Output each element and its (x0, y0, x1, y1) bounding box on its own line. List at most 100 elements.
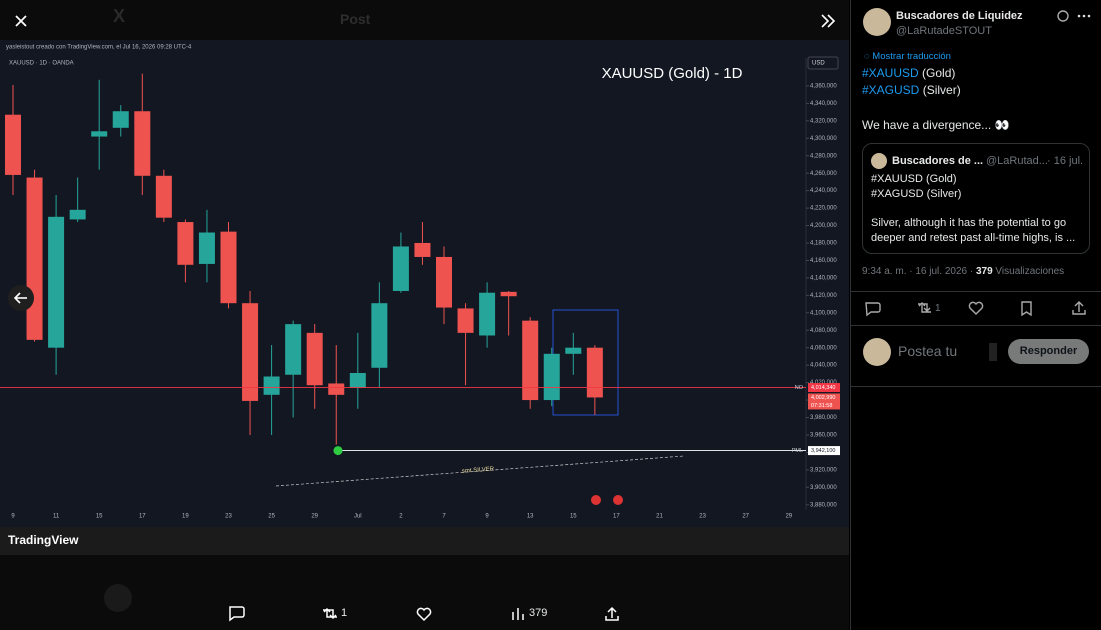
quote-author: Buscadores de ... (892, 155, 984, 167)
post-title: Post (340, 11, 371, 27)
quote-avatar (871, 153, 887, 169)
candle-body (479, 292, 496, 336)
y-tick-label: 4,100,000 (810, 310, 837, 316)
translate-link[interactable]: ◌ Mostrar traducción (864, 51, 951, 62)
repost-icon[interactable] (918, 302, 931, 313)
x-tick-label: 15 (96, 514, 103, 520)
y-tick-label: 4,040,000 (810, 363, 837, 369)
grok-icon[interactable] (1057, 10, 1069, 22)
y-tick-label: 4,280,000 (810, 153, 837, 159)
tradingview-logo: TradingView (8, 533, 79, 547)
quote-body: Silver, although it has the potential to… (871, 217, 1076, 244)
candle-body (543, 353, 560, 401)
candle-body (242, 303, 259, 401)
x-tick-label: 19 (182, 514, 189, 520)
currency: USD (812, 61, 825, 67)
level-label: 4,014,340 (811, 385, 835, 391)
candle-body (69, 209, 86, 220)
y-tick-label: 3,920,000 (810, 467, 837, 473)
reply-button[interactable]: Responder (1008, 339, 1089, 364)
quote-card[interactable]: Buscadores de ... @LaRutad... · 16 jul. … (862, 143, 1090, 254)
y-tick-label: 4,140,000 (810, 275, 837, 281)
smt-line (275, 455, 685, 487)
y-tick-label: 3,900,000 (810, 485, 837, 491)
x-tick-label: 15 (570, 514, 577, 520)
logo-faint: X (113, 6, 125, 26)
quote-line: #XAGUSD (Silver) (871, 188, 962, 200)
post-actions (865, 301, 1086, 317)
scroll-stub (989, 343, 997, 361)
y-tick-label: 4,200,000 (810, 223, 837, 229)
x-tick-label: 2 (399, 514, 403, 520)
candle-body (285, 324, 302, 375)
hashtag[interactable]: #XAUUSD (862, 66, 919, 80)
x-tick-label: 9 (11, 514, 15, 520)
handle[interactable]: @LaRutadeSTOUT (896, 25, 992, 37)
bookmark-icon[interactable] (1021, 301, 1032, 317)
y-tick-label: 4,060,000 (810, 345, 837, 351)
level-label-box (808, 383, 840, 393)
y-tick-label: 3,960,000 (810, 433, 837, 439)
countdown: 07:31:58 (811, 403, 832, 409)
candle-body (26, 177, 43, 340)
logo-bar (0, 527, 849, 555)
credit: yasleistout creado con TradingView.com, … (6, 45, 192, 51)
level-label: 3,942,100 (811, 448, 835, 454)
post-meta: 9:34 a. m. · 16 jul. 2026 · 379 Visualiz… (862, 266, 1064, 277)
top-bar: X Post (15, 6, 836, 28)
candle-body (436, 256, 452, 308)
reply-icon[interactable] (865, 302, 881, 317)
share-icon[interactable] (605, 606, 619, 621)
y-tick-label: 4,360,000 (810, 84, 837, 90)
y-tick-label: 4,300,000 (810, 136, 837, 142)
y-tick-label: 4,340,000 (810, 101, 837, 107)
y-tick-label: 4,080,000 (810, 328, 837, 334)
views-label: Visualizaciones (995, 266, 1065, 277)
like-icon[interactable] (416, 607, 432, 622)
action-bar (229, 606, 619, 622)
candle-body (414, 242, 431, 257)
view-count: 379 (529, 607, 548, 619)
candle-body (5, 114, 21, 175)
x-tick-label: 27 (742, 514, 749, 520)
views-icon[interactable] (512, 608, 524, 620)
chart-image: yasleistout creado con TradingView.com, … (0, 40, 849, 555)
avatar[interactable] (863, 8, 891, 36)
candle-body (220, 231, 237, 304)
views: 379 (975, 266, 993, 277)
candle-body (91, 131, 108, 137)
hashtag[interactable]: #XAGUSD (862, 83, 920, 97)
collapse-button[interactable] (821, 14, 836, 28)
candle-body (500, 291, 517, 297)
more-icon[interactable] (1077, 14, 1091, 18)
share-icon[interactable] (1072, 301, 1086, 315)
x-tick-label: 13 (527, 514, 534, 520)
event-icon (591, 495, 601, 505)
x-tick-label: 11 (53, 514, 60, 520)
author[interactable]: Buscadores de Liquidez (896, 10, 1023, 22)
y-tick-label: 3,880,000 (810, 502, 837, 508)
tag-text: (Gold) (922, 66, 956, 80)
like-icon[interactable] (968, 301, 984, 315)
x-tick-label: 21 (656, 514, 663, 520)
y-tick-label: 4,180,000 (810, 241, 837, 247)
reply-icon[interactable] (229, 606, 245, 622)
repost-icon[interactable] (323, 607, 337, 620)
close-button[interactable] (15, 15, 27, 27)
smt-label: smt SILVER (462, 466, 495, 474)
reply-placeholder[interactable]: Postea tu (898, 343, 958, 359)
last-price-box (808, 393, 840, 410)
y-tick-label: 4,120,000 (810, 293, 837, 299)
separator (851, 291, 1101, 292)
x-tick-label: 17 (139, 514, 146, 520)
y-tick-label: 4,260,000 (810, 171, 837, 177)
candle-body (349, 373, 366, 388)
translate-text[interactable]: Mostrar traducción (872, 51, 951, 62)
y-tick-label: 4,320,000 (810, 118, 837, 124)
candle-body (48, 216, 65, 348)
currency-box (807, 56, 839, 70)
event-icon (613, 495, 623, 505)
faint-avatar (104, 584, 132, 612)
candle-body (565, 347, 582, 354)
candle-body (177, 222, 194, 265)
